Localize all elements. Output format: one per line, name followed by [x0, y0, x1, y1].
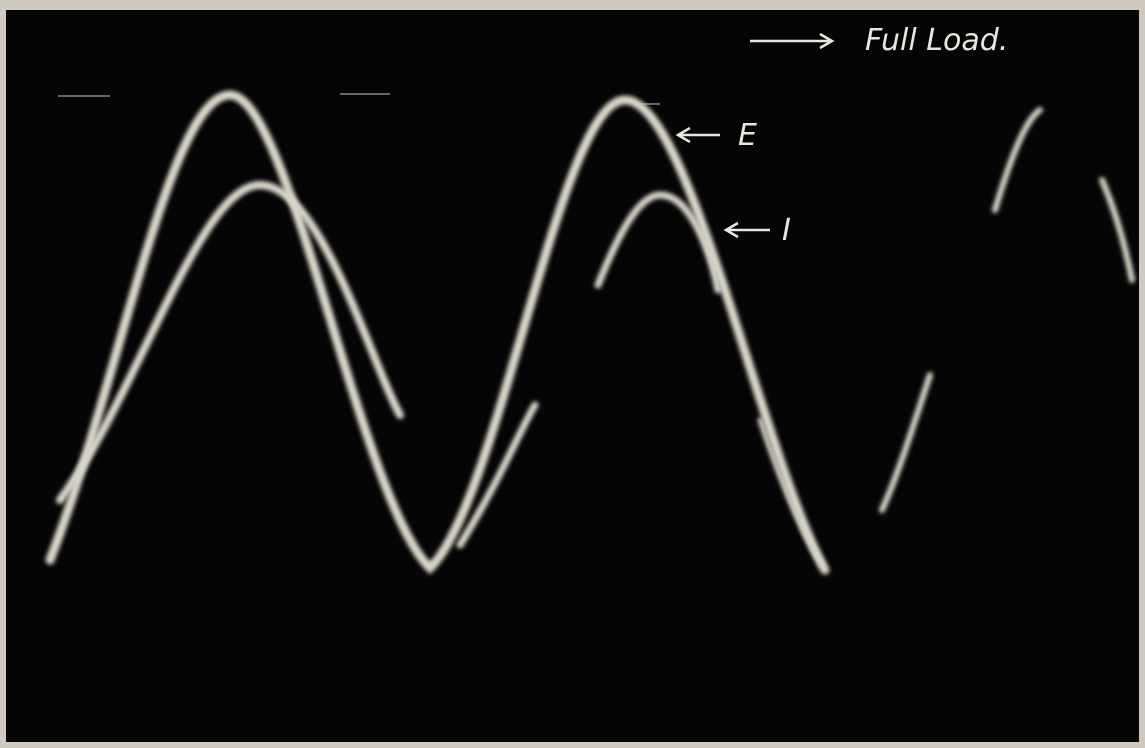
title: Full Load. [865, 23, 1008, 58]
photo-background [6, 10, 1139, 742]
e-label: E [738, 118, 757, 153]
i-label: I [782, 213, 791, 248]
oscillogram-photo: Full Load. E I [0, 0, 1145, 748]
page: {"annotations": {"title": "Full Load.", … [0, 0, 1145, 748]
